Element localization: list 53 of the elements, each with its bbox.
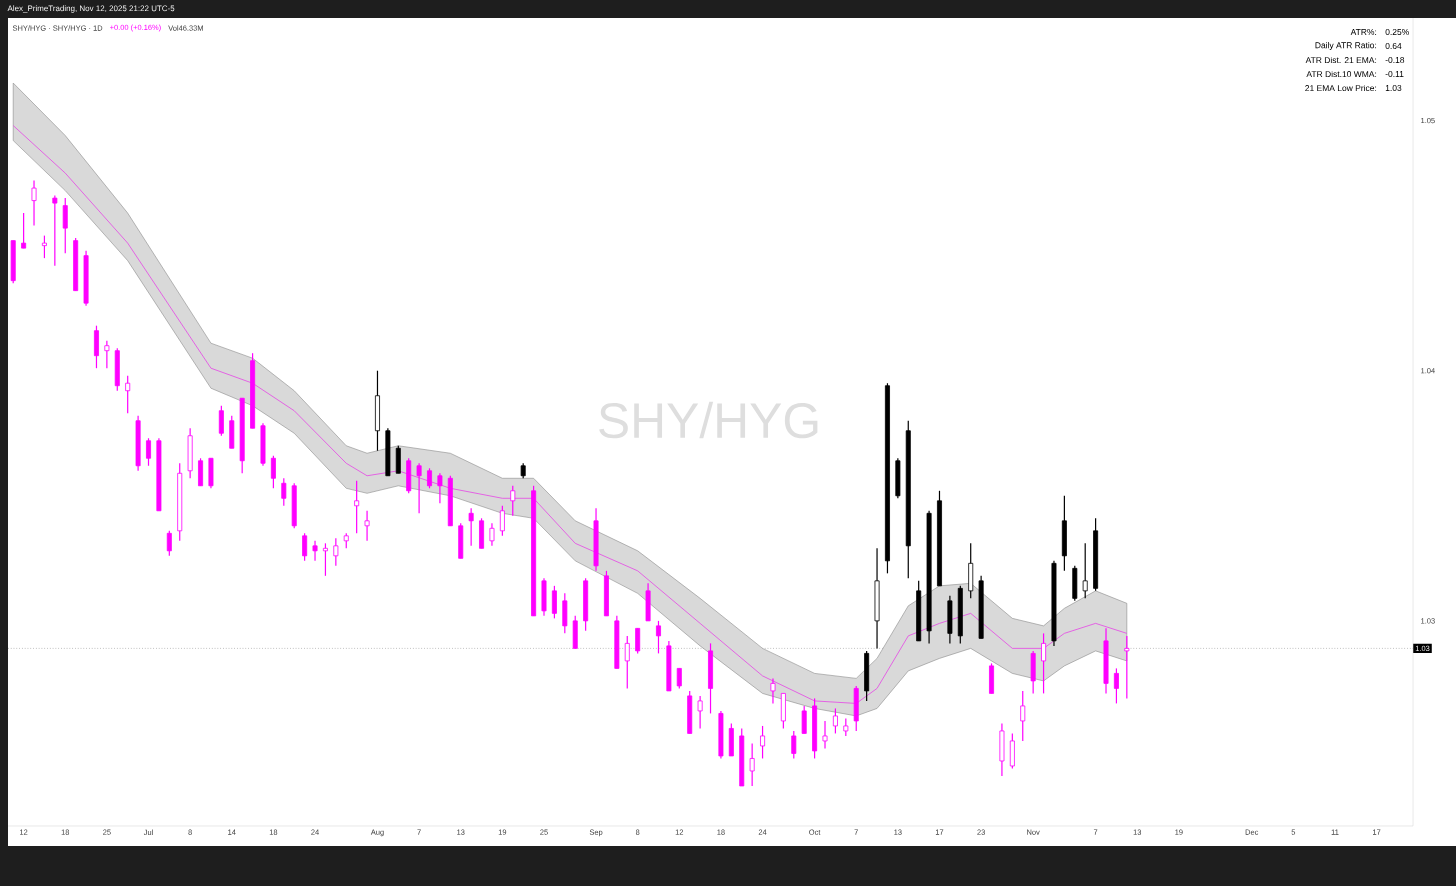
candlestick (125, 375, 131, 414)
candlestick (635, 627, 641, 654)
annotation: -0.11 (1385, 71, 1404, 77)
candlestick (510, 485, 516, 517)
candlestick (1020, 690, 1026, 742)
candlestick (1124, 635, 1130, 700)
annotation: 21 EMA Low Price: (1305, 84, 1377, 92)
candlestick (364, 510, 370, 542)
candlestick (832, 707, 838, 735)
candlestick (218, 405, 224, 437)
candlestick (1041, 632, 1047, 695)
candlestick (697, 695, 703, 730)
candlestick (1082, 542, 1088, 599)
candlestick (822, 720, 828, 750)
annotation: -0.18 (1385, 57, 1405, 63)
candlestick (676, 667, 682, 690)
candlestick (62, 197, 68, 254)
candlestick (499, 505, 505, 537)
candlestick (146, 437, 151, 467)
annotation: ATR Dist. 21 EMA: (1305, 56, 1377, 64)
candlestick (1113, 667, 1119, 705)
candlestick (427, 467, 432, 489)
candlestick (551, 585, 557, 619)
annotation: 0.64 (1385, 43, 1402, 49)
candlestick (437, 472, 443, 504)
annotation: 1.03 (1385, 85, 1402, 91)
candlestick (770, 677, 776, 705)
candlestick (52, 195, 58, 267)
candlestick (312, 540, 318, 562)
candlestick (166, 530, 172, 557)
candlestick (281, 477, 287, 507)
candlestick (322, 542, 328, 577)
candlestick (270, 455, 276, 489)
candlestick (656, 620, 661, 654)
annotation: Daily ATR Ratio: (1315, 42, 1377, 50)
candlestick (21, 212, 27, 249)
candlestick (302, 532, 308, 562)
candlestick (468, 507, 474, 547)
candlestick (354, 480, 360, 534)
candlestick (333, 537, 339, 567)
annotation: ATR%: (1350, 29, 1377, 35)
candlestick (416, 462, 422, 514)
candlestick (791, 730, 797, 760)
candlestick (760, 725, 766, 760)
candlestick (801, 705, 807, 735)
candlestick (31, 179, 37, 227)
candlestick (749, 742, 755, 787)
candlestick (624, 635, 630, 690)
annotation: ATR Dist.10 WMA: (1306, 70, 1377, 78)
candlestick (104, 340, 110, 369)
candlestick (41, 235, 47, 259)
candlestick (489, 522, 495, 547)
annotation: 0.25% (1385, 29, 1409, 35)
